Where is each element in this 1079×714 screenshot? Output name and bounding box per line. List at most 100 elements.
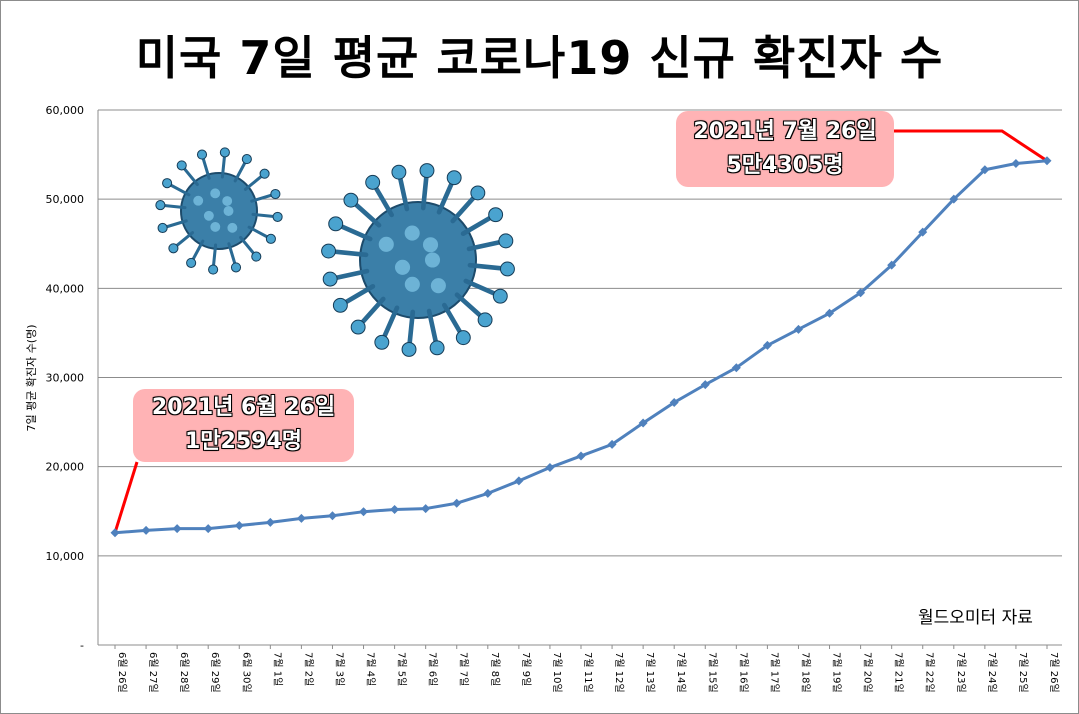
virus-spike-tip — [477, 312, 493, 328]
x-tick-label: 7월 7일 — [458, 652, 470, 686]
leader-start — [113, 461, 139, 534]
virus-texture — [193, 195, 204, 206]
virus-body — [180, 172, 258, 250]
virus-spike-tip — [230, 262, 242, 273]
x-tick-label: 7월 8일 — [489, 652, 501, 686]
virus-spike-tip — [332, 297, 348, 313]
source-note: 월드오미터 자료 — [918, 608, 1033, 628]
virus-spike-tip — [168, 243, 179, 254]
y-tick-label: - — [80, 639, 84, 652]
virus-texture — [210, 221, 221, 232]
virus-spike-tip — [374, 334, 390, 350]
data-point — [172, 524, 182, 534]
virus-spike-tip — [259, 168, 270, 179]
data-point — [390, 504, 400, 514]
virus-spike-tip — [328, 216, 344, 232]
virus-spike-tip — [208, 264, 219, 275]
x-tick-label: 7월 9일 — [520, 652, 532, 686]
virus-body — [359, 201, 477, 319]
data-point — [483, 488, 493, 498]
data-point — [576, 451, 586, 461]
virus-spike-tip — [155, 200, 166, 211]
virus-spike-tip — [401, 341, 417, 357]
y-axis-label: 7일 평균 확진자 수(명) — [24, 324, 38, 431]
data-point — [327, 511, 337, 521]
virus-texture — [430, 278, 446, 294]
x-tick-label: 7월 22일 — [924, 652, 936, 693]
x-tick-label: 6월 27일 — [147, 652, 159, 693]
x-tick-label: 7월 10일 — [551, 652, 563, 693]
x-tick-label: 7월 14일 — [675, 652, 687, 693]
y-tick-label: 40,000 — [46, 282, 85, 295]
x-tick-label: 7월 20일 — [862, 652, 874, 693]
virus-texture — [422, 237, 439, 253]
y-tick-label: 60,000 — [46, 104, 85, 117]
virus-texture — [227, 222, 238, 233]
chart-title: 미국 7일 평균 코로나19 신규 확진자 수 — [135, 31, 944, 85]
x-tick-label: 7월 25일 — [1017, 652, 1029, 693]
callout-end-date: 2021년 7월 26일 — [693, 119, 877, 144]
virus-spike-tip — [196, 149, 208, 160]
virus-image-small — [155, 147, 283, 275]
data-point — [638, 418, 648, 428]
x-tick-label: 7월 24일 — [986, 652, 998, 693]
virus-spike-tip — [186, 257, 197, 268]
virus-spike-tip — [419, 163, 435, 179]
data-point — [203, 524, 213, 534]
virus-spike-tip — [391, 164, 407, 180]
virus-texture — [223, 206, 234, 216]
data-point — [980, 165, 990, 175]
virus-spike-tip — [176, 160, 187, 171]
virus-spike-tip — [365, 174, 381, 190]
callout-end: 2021년 7월 26일 5만4305명 — [676, 111, 894, 187]
x-tick-label: 7월 13일 — [644, 652, 656, 693]
callout-start: 2021년 6월 26일 1만2594명 — [133, 389, 354, 462]
x-tick-label: 7월 19일 — [831, 652, 843, 693]
virus-spike-tip — [470, 185, 486, 201]
virus-spike-tip — [429, 340, 445, 356]
virus-spike-tip — [265, 233, 276, 244]
series-line — [110, 156, 1052, 538]
data-point — [545, 463, 555, 473]
data-point — [918, 227, 928, 237]
data-point — [949, 194, 959, 204]
x-tick-label: 6월 26일 — [116, 652, 128, 693]
y-tick-label: 20,000 — [46, 461, 85, 474]
x-tick-label: 7월 16일 — [737, 652, 749, 693]
data-point — [1011, 159, 1021, 168]
virus-texture — [404, 276, 420, 292]
data-point — [296, 513, 306, 523]
data-point — [265, 517, 275, 527]
data-point — [421, 504, 431, 514]
virus-spike-tip — [446, 170, 462, 186]
data-point — [887, 260, 897, 270]
virus-spike-tip — [219, 147, 230, 158]
data-point — [359, 507, 369, 517]
virus-spike-tip — [455, 330, 471, 346]
gridlines — [97, 109, 1062, 646]
data-point — [234, 521, 244, 531]
virus-spike-tip — [499, 261, 515, 277]
x-tick-label: 7월 6일 — [427, 652, 439, 686]
data-point — [825, 308, 835, 318]
data-point — [793, 324, 803, 334]
data-point — [856, 288, 866, 298]
virus-texture — [424, 252, 441, 268]
virus-spike-tip — [157, 222, 168, 234]
data-point — [1042, 156, 1052, 166]
virus-spike-tip — [270, 188, 281, 200]
callout-end-value: 5만4305명 — [726, 153, 844, 178]
virus-texture — [222, 196, 233, 206]
data-point — [110, 528, 120, 538]
data-point — [700, 380, 710, 390]
x-tick-label: 7월 1일 — [271, 652, 283, 686]
x-tick-label: 7월 17일 — [768, 652, 780, 693]
virus-texture — [404, 225, 420, 241]
x-tick-label: 7월 3일 — [333, 652, 345, 686]
x-tick-label: 7월 26일 — [1048, 652, 1060, 693]
data-point — [731, 363, 741, 373]
callout-leaders — [113, 129, 1048, 534]
y-tick-label: 30,000 — [46, 372, 85, 385]
